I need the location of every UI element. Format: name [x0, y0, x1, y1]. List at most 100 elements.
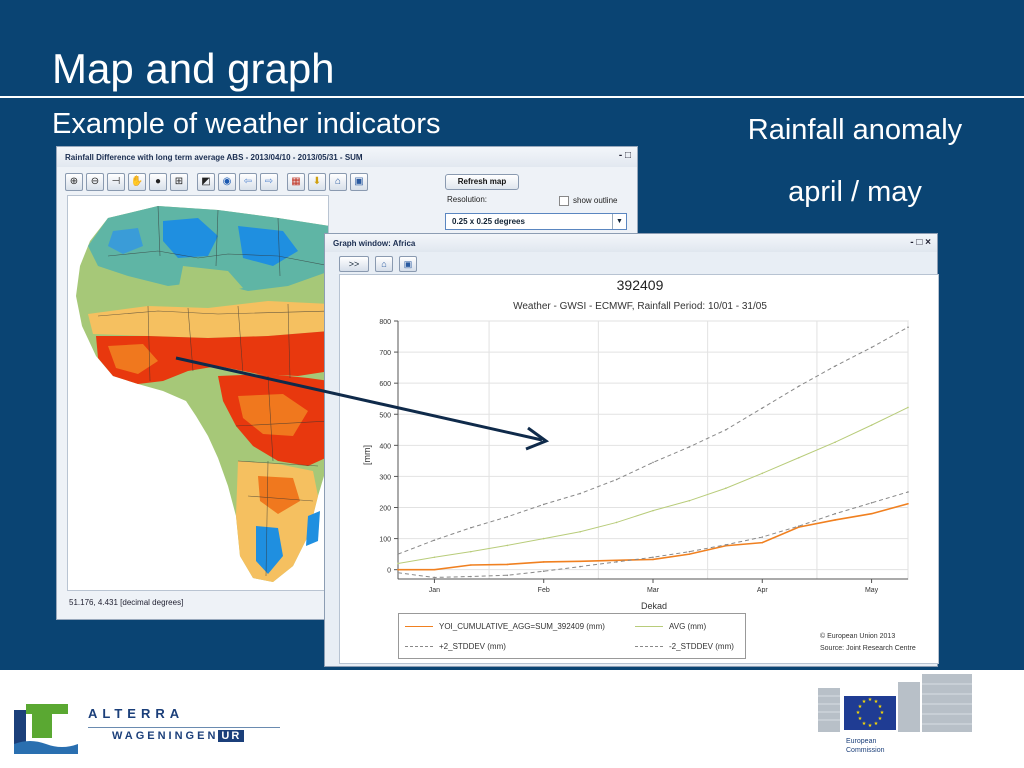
series-avg-point-3	[506, 544, 509, 547]
series-plus-2-stddev-point-12	[834, 365, 836, 367]
north-wet-patch-1	[163, 218, 218, 258]
graph-window-controls[interactable]: - □ ×	[910, 237, 931, 248]
save-icon[interactable]: ▣	[350, 173, 368, 191]
map-window-titlebar[interactable]: Rainfall Difference with long term avera…	[57, 147, 637, 167]
series-avg-point-11	[797, 456, 800, 459]
y-tick-label-400: 400	[379, 443, 391, 450]
southern-africa-wet-1	[256, 526, 283, 574]
pan-icon[interactable]: ✋	[128, 173, 146, 191]
series-minus-2-stddev-point-14	[907, 491, 909, 493]
measure-icon[interactable]: ⊣	[107, 173, 125, 191]
slide-subtitle: Example of weather indicators	[52, 108, 441, 140]
resolution-select[interactable]: 0.25 x 0.25 degrees ▼	[445, 213, 627, 230]
series-plus-2-stddev-point-0	[397, 553, 399, 555]
connector-arrowhead	[525, 426, 550, 451]
save-icon[interactable]: ▣	[399, 256, 417, 272]
series-plus-2-stddev-point-11	[797, 385, 800, 388]
chevron-down-icon[interactable]: ▼	[612, 214, 626, 229]
series-minus-2-stddev-point-5	[579, 565, 581, 568]
svg-text:★: ★	[874, 721, 879, 727]
series-plus-2-stddev	[397, 326, 909, 555]
select-icon[interactable]: ⊞	[170, 173, 188, 191]
series-avg-point-1	[433, 556, 436, 559]
chart-axes: 0 100 200 300 400 500 600 700 800 Jan Feb Mar Apr May	[379, 319, 908, 594]
series-plus-2-stddev-point-7	[652, 461, 654, 464]
central-africa-orange	[238, 394, 308, 436]
slide-title: Map and graph	[52, 45, 335, 92]
graph-toolbar: >> ⌂ ▣	[339, 256, 417, 272]
chart-panel: 392409 Weather - GWSI - ECMWF, Rainfall …	[339, 274, 939, 664]
series-plus-2-stddev-point-6	[615, 478, 618, 481]
map-toolbar: ⊕ ⊖ ⊣ ✋ ● ⊞ ◩ ◉ ⇦ ⇨ ▦ ⬇ ⌂ ▣	[65, 173, 368, 193]
legend-swatch-yoi	[405, 626, 433, 627]
layers-icon[interactable]: ◩	[197, 173, 215, 191]
series-plus-2-stddev-point-14	[907, 326, 909, 329]
series-plus-2-stddev-point-10	[761, 407, 764, 409]
southern-africa-orange	[258, 476, 300, 514]
series-avg-point-4	[542, 537, 545, 540]
series-minus-2-stddev-point-7	[652, 556, 654, 559]
export-icon[interactable]: ▦	[287, 173, 305, 191]
forward-icon[interactable]: ⇨	[260, 173, 278, 191]
show-outline-checkbox[interactable]	[559, 196, 569, 206]
svg-text:★: ★	[862, 721, 867, 727]
series-yoi-cumulative-point-10	[761, 541, 764, 544]
series-plus-2-stddev-point-1	[433, 539, 436, 541]
chart-copyright: © European Union 2013 Source: Joint Rese…	[820, 631, 916, 655]
chart-grid	[397, 320, 909, 580]
series-plus-2-stddev-point-5	[579, 492, 581, 495]
annotation-period: april / may	[788, 176, 922, 208]
series-minus-2-stddev-point-3	[506, 574, 509, 577]
series-minus-2-stddev-point-13	[870, 502, 873, 504]
series-plus-2-stddev-point-13	[870, 346, 873, 349]
globe-icon[interactable]: ◉	[218, 173, 236, 191]
west-africa-dry-patch	[108, 344, 158, 374]
legend-item-plus-stddev: +2_STDDEV (mm)	[405, 642, 506, 651]
series-avg-point-7	[652, 509, 654, 512]
legend-swatch-plus-stddev	[405, 646, 433, 647]
graph-window-titlebar[interactable]: Graph window: Africa - □ ×	[325, 234, 937, 252]
info-icon[interactable]: ●	[149, 173, 167, 191]
series-yoi-cumulative-point-14	[907, 502, 909, 505]
zoom-out-icon[interactable]: ⊖	[86, 173, 104, 191]
svg-text:★: ★	[856, 710, 861, 716]
ec-wordmark: European Commission	[846, 737, 885, 755]
y-tick-label-700: 700	[379, 350, 391, 357]
home-icon[interactable]: ⌂	[329, 173, 347, 191]
x-tick-label-feb: Feb	[538, 587, 550, 594]
series-avg-point-8	[688, 499, 691, 502]
y-axis-label: [mm]	[362, 445, 372, 465]
home-icon[interactable]: ⌂	[375, 256, 393, 272]
chart-series	[397, 326, 909, 579]
series-minus-2-stddev-point-0	[397, 571, 399, 574]
wageningen-wordmark: WAGENINGEN UR	[112, 730, 245, 742]
refresh-map-button[interactable]: Refresh map	[445, 174, 519, 190]
series-minus-2-stddev-point-12	[834, 512, 836, 515]
expand-button[interactable]: >>	[339, 256, 369, 272]
eu-flag	[844, 696, 896, 730]
x-axis-label: Dekad	[641, 601, 667, 611]
series-minus-2-stddev-point-1	[433, 576, 436, 579]
back-icon[interactable]: ⇦	[239, 173, 257, 191]
legend-label-yoi: YOI_CUMULATIVE_AGG=SUM_392409 (mm)	[439, 622, 605, 631]
x-tick-label-may: May	[865, 587, 879, 594]
alterra-emblem	[14, 704, 78, 754]
map-window-controls[interactable]: - □	[618, 150, 631, 161]
zoom-in-icon[interactable]: ⊕	[65, 173, 83, 191]
svg-text:★: ★	[880, 710, 885, 716]
series-plus-2-stddev-point-9	[725, 428, 727, 431]
chart-title: 392409	[617, 277, 664, 293]
chart-legend: YOI_CUMULATIVE_AGG=SUM_392409 (mm) AVG (…	[398, 613, 746, 659]
svg-text:★: ★	[878, 704, 883, 710]
north-wet-patch-2	[238, 226, 298, 266]
download-icon[interactable]: ⬇	[308, 173, 326, 191]
series-avg-point-14	[907, 406, 909, 409]
graph-window: Graph window: Africa - □ × >> ⌂ ▣ 392409…	[324, 233, 939, 667]
series-avg-point-9	[725, 487, 727, 490]
rainfall-map[interactable]	[67, 195, 329, 591]
north-wet-patch-3	[108, 228, 143, 254]
svg-text:★: ★	[862, 699, 867, 705]
x-tick-label-mar: Mar	[647, 587, 660, 594]
x-tick-label-jan: Jan	[429, 587, 440, 594]
legend-item-yoi: YOI_CUMULATIVE_AGG=SUM_392409 (mm)	[405, 622, 605, 631]
